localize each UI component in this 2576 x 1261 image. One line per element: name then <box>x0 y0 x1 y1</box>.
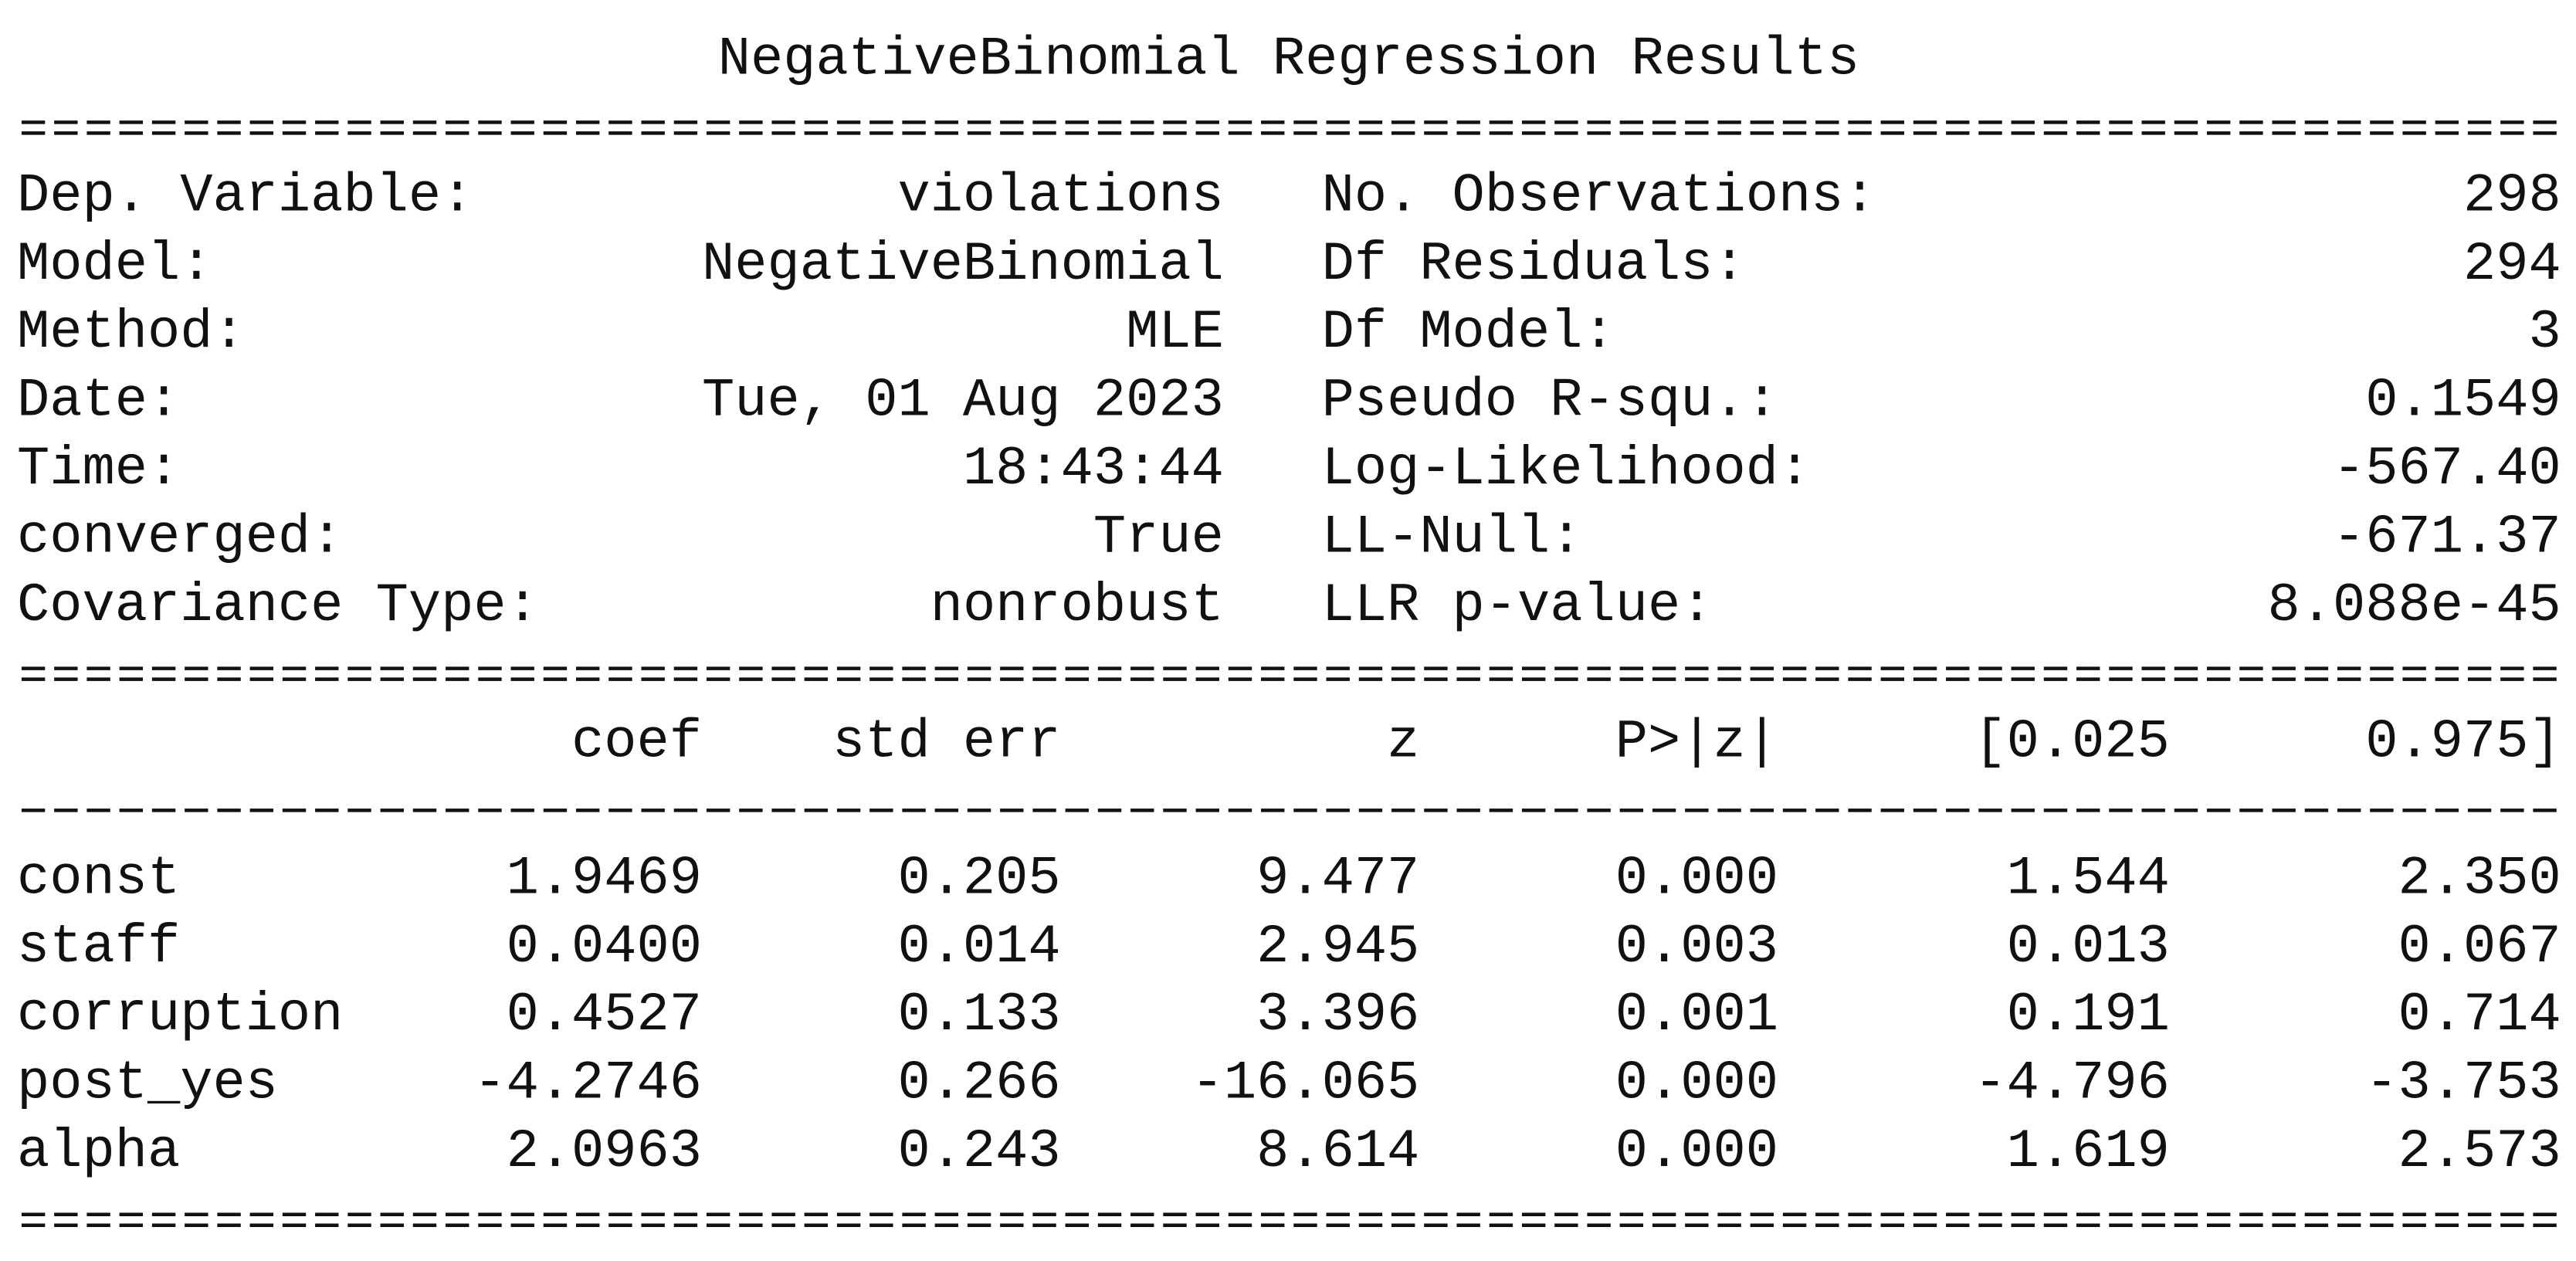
cell-value: 2.573 <box>2398 1121 2561 1183</box>
cell-value: 0.001 <box>1615 985 1778 1046</box>
summary-label: Df Model: <box>1322 302 1615 364</box>
row-name: const <box>17 848 180 910</box>
summary-label: Covariance Type: <box>17 575 539 637</box>
summary-value: 294 <box>2463 234 2561 296</box>
cell-value: -4.2746 <box>473 1053 702 1115</box>
summary-label: Df Residuals: <box>1322 234 1746 296</box>
summary-label: Method: <box>17 302 246 364</box>
cell-value: -4.796 <box>1974 1053 2169 1115</box>
summary-value: violations <box>897 165 1223 227</box>
column-header: P>|z| <box>1615 712 1778 774</box>
summary-value: -671.37 <box>2333 507 2561 568</box>
summary-value: Tue, 01 Aug 2023 <box>702 371 1224 432</box>
summary-value: MLE <box>1126 302 1224 364</box>
cell-value: 1.9469 <box>507 848 702 910</box>
title: NegativeBinomial Regression Results <box>718 29 1859 91</box>
column-header: coef <box>571 712 702 774</box>
cell-value: 0.266 <box>897 1053 1060 1115</box>
summary-label: LLR p-value: <box>1322 575 1713 637</box>
summary-label: LL-Null: <box>1322 507 1583 568</box>
cell-value: 0.205 <box>897 848 1060 910</box>
cell-value: -3.753 <box>2365 1053 2561 1115</box>
cell-value: 0.067 <box>2398 917 2561 978</box>
cell-value: 0.0400 <box>507 917 702 978</box>
cell-value: 1.544 <box>2007 848 2170 910</box>
cell-value: 0.000 <box>1615 848 1778 910</box>
cell-value: 0.4527 <box>507 985 702 1046</box>
cell-value: 0.003 <box>1615 917 1778 978</box>
summary-label: converged: <box>17 507 343 568</box>
cell-value: 9.477 <box>1256 848 1419 910</box>
summary-label: Log-Likelihood: <box>1322 439 1812 500</box>
summary-label: No. Observations: <box>1322 165 1876 227</box>
cell-value: 0.133 <box>897 985 1060 1046</box>
column-header: 0.975] <box>2365 712 2561 774</box>
cell-value: 1.619 <box>2007 1121 2170 1183</box>
summary-value: 298 <box>2463 165 2561 227</box>
summary-value: 3 <box>2528 302 2561 364</box>
column-header: z <box>1387 712 1419 774</box>
row-name: corruption <box>17 985 343 1046</box>
cell-value: 8.614 <box>1256 1121 1419 1183</box>
column-header: std err <box>832 712 1061 774</box>
summary-value: -567.40 <box>2333 439 2561 500</box>
summary-label: Dep. Variable: <box>17 165 473 227</box>
summary-value: nonrobust <box>930 575 1224 637</box>
summary-value: 8.088e-45 <box>2268 575 2561 637</box>
column-header: [0.025 <box>1974 712 2169 774</box>
summary-label: Pseudo R-squ.: <box>1322 371 1778 432</box>
cell-value: 0.000 <box>1615 1121 1778 1183</box>
row-name: post_yes <box>17 1053 278 1115</box>
cell-value: 2.0963 <box>507 1121 702 1183</box>
cell-value: 3.396 <box>1256 985 1419 1046</box>
summary-label: Time: <box>17 439 180 500</box>
cell-value: 0.014 <box>897 917 1060 978</box>
cell-value: 0.191 <box>2007 985 2170 1046</box>
summary-value: 18:43:44 <box>963 439 1224 500</box>
summary-value: NegativeBinomial <box>702 234 1224 296</box>
summary-label: Date: <box>17 371 180 432</box>
cell-value: 0.714 <box>2398 985 2561 1046</box>
summary-value: True <box>1093 507 1224 568</box>
cell-value: 2.350 <box>2398 848 2561 910</box>
summary-value: 0.1549 <box>2365 371 2561 432</box>
cell-value: 2.945 <box>1256 917 1419 978</box>
cell-value: -16.065 <box>1191 1053 1420 1115</box>
row-name: staff <box>17 917 180 978</box>
row-name: alpha <box>17 1121 180 1183</box>
cell-value: 0.013 <box>2007 917 2170 978</box>
cell-value: 0.000 <box>1615 1053 1778 1115</box>
cell-value: 0.243 <box>897 1121 1060 1183</box>
summary-label: Model: <box>17 234 212 296</box>
